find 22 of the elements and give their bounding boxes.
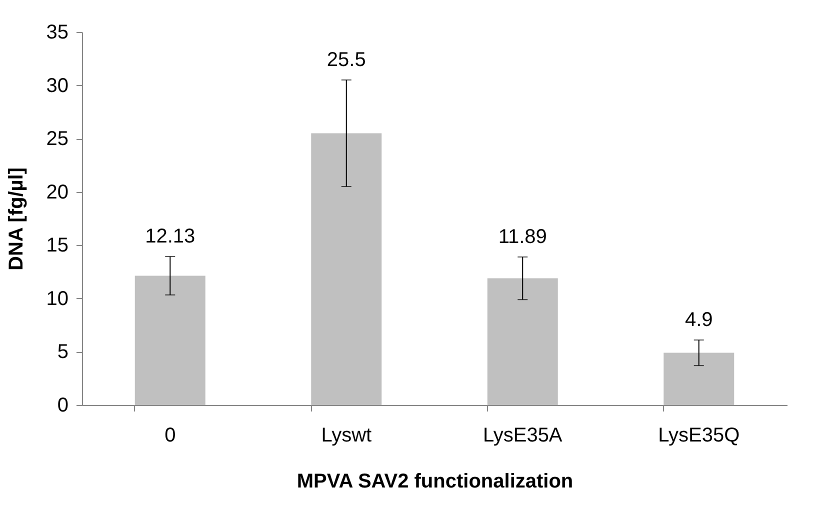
data-label: 12.13 [145,226,196,248]
y-tick-label: 10 [46,288,68,310]
y-tick-label: 15 [46,234,68,257]
y-tick-label: 35 [46,22,68,44]
bar [311,133,382,405]
y-tick-label: 25 [46,128,68,150]
x-tick-label: LysE35Q [658,424,740,446]
data-label: 11.89 [498,226,547,248]
y-tick-label: 0 [57,394,68,416]
x-tick-label: 0 [164,424,176,446]
data-label: 4.9 [684,308,713,331]
data-label: 25.5 [326,48,366,71]
bar [134,276,206,405]
y-tick-label: 20 [46,181,68,204]
x-tick-label: LysE35A [482,424,563,446]
y-axis-title: DNA [fg/µl] [5,168,28,270]
y-tick-label: 30 [46,74,68,97]
x-axis-title: MPVA SAV2 functionalization [296,470,574,492]
x-tick-label: Lyswt [321,424,372,446]
bar [487,278,558,405]
y-tick-label: 5 [57,341,68,364]
bar [664,352,734,405]
